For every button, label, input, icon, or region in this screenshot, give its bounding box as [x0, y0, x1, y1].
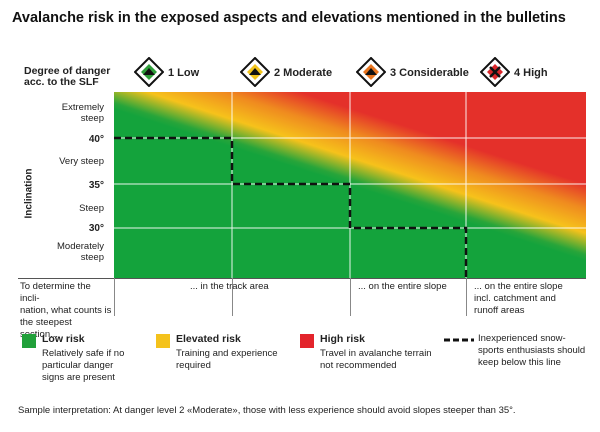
column-text-2: ... in the track area — [190, 281, 330, 293]
dashed-line-legend-icon — [444, 338, 474, 342]
risk-gradient-diagram — [114, 92, 586, 278]
angle-30: 30° — [88, 223, 104, 234]
legend-line: required — [176, 360, 211, 371]
column-line: ... on the entire slope — [358, 281, 447, 292]
danger-level-2-icon — [240, 57, 270, 87]
danger-label-line1: Degree of danger — [24, 65, 111, 77]
danger-level-3-icon — [356, 57, 386, 87]
column-text-1: To determine the incli- nation, what cou… — [20, 281, 112, 341]
dashed-line-description: Inexperienced snow- sports enthusiasts s… — [478, 333, 596, 369]
legend-line: Inexperienced snow- — [478, 333, 566, 344]
elevated-risk-swatch — [156, 334, 170, 348]
band-very-steep: Very steep — [40, 156, 104, 167]
column-text-3: ... on the entire slope — [358, 281, 468, 293]
legend-line: Relatively safe if no — [42, 348, 125, 359]
high-risk-description: Travel in avalanche terrain not recommen… — [320, 348, 460, 372]
column-line: To determine the incli- — [20, 281, 91, 304]
band-label: steep — [80, 252, 104, 263]
level-2-label: 2 Moderate — [274, 67, 333, 79]
legend-line: signs are present — [42, 372, 115, 383]
inclination-axis-title: Inclination — [23, 168, 35, 219]
column-line: the steepest section... — [20, 317, 72, 340]
band-label: Steep — [79, 203, 104, 214]
column-divider-1 — [114, 278, 115, 316]
danger-degree-label: Degree of danger acc. to the SLF — [24, 66, 116, 88]
column-divider-2 — [232, 278, 233, 316]
band-extremely-steep: Extremely steep — [40, 102, 104, 124]
legend-line: not recommended — [320, 360, 397, 371]
level-4-label: 4 High — [514, 67, 548, 79]
column-divider-3 — [350, 278, 351, 316]
danger-label-line2: acc. to the SLF — [24, 76, 99, 88]
band-steep: Steep — [40, 203, 104, 214]
level-1-label: 1 Low — [168, 67, 200, 79]
column-line: nation, what counts is — [20, 305, 112, 316]
angle-40: 40° — [88, 134, 104, 145]
low-risk-swatch — [22, 334, 36, 348]
legend-line: keep below this line — [478, 357, 561, 368]
danger-level-1-icon — [134, 57, 164, 87]
band-label: steep — [80, 113, 104, 124]
diagram-title: Avalanche risk in the exposed aspects an… — [12, 10, 566, 26]
elevated-risk-description: Training and experience required — [176, 348, 306, 372]
legend-line: Training and experience — [176, 348, 278, 359]
legend-line: particular danger — [42, 360, 114, 371]
danger-level-4-icon — [480, 57, 510, 87]
sample-interpretation-text: Sample interpretation: At danger level 2… — [18, 405, 516, 416]
column-line: incl. catchment and — [474, 293, 556, 304]
inexperienced-limit-line — [114, 136, 468, 278]
legend-line: sports enthusiasts should — [478, 345, 586, 356]
low-risk-description: Relatively safe if no particular danger … — [42, 348, 162, 384]
high-risk-title: High risk — [320, 333, 365, 345]
low-risk-title: Low risk — [42, 333, 85, 345]
level-3-label: 3 Considerable — [390, 67, 469, 79]
band-label: Extremely — [61, 102, 104, 113]
column-divider-4 — [466, 278, 467, 316]
band-moderately-steep: Moderately steep — [40, 241, 104, 263]
band-label: Moderately — [57, 241, 104, 252]
legend-line: Travel in avalanche terrain — [320, 348, 432, 359]
angle-35: 35° — [88, 180, 104, 191]
column-text-4: ... on the entire slope incl. catchment … — [474, 281, 594, 317]
high-risk-swatch — [300, 334, 314, 348]
elevated-risk-title: Elevated risk — [176, 333, 241, 345]
column-line: ... in the track area — [190, 281, 269, 292]
column-line: runoff areas — [474, 305, 525, 316]
band-label: Very steep — [59, 156, 104, 167]
column-line: ... on the entire slope — [474, 281, 563, 292]
bottom-separator — [18, 278, 586, 279]
